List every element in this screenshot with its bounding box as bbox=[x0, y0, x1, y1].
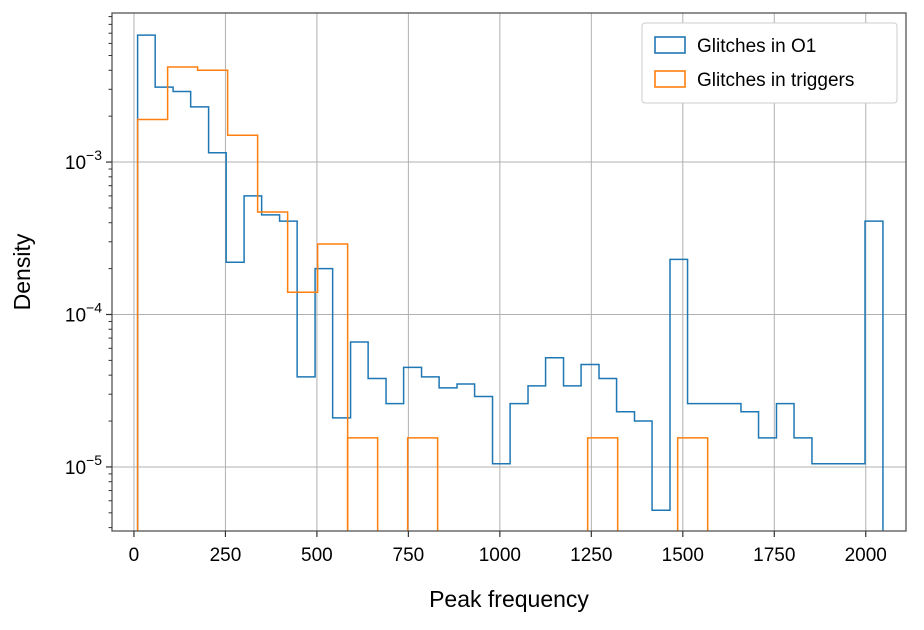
x-tick-label: 1500 bbox=[662, 545, 704, 566]
y-axis: 10−5 10−4 10−3 bbox=[65, 16, 112, 529]
x-tick-label: 1250 bbox=[570, 545, 612, 566]
y-tick-label: 10−5 bbox=[65, 452, 102, 479]
x-tick-label: 250 bbox=[210, 545, 242, 566]
x-tick-label: 0 bbox=[129, 545, 140, 566]
series-glitches-in-triggers-segment bbox=[346, 437, 379, 531]
x-tick-label: 2000 bbox=[845, 545, 887, 566]
series-glitches-in-triggers-segment bbox=[676, 437, 709, 531]
x-tick-label: 1750 bbox=[753, 545, 795, 566]
series-glitches-in-o1 bbox=[136, 34, 884, 531]
x-tick-label: 500 bbox=[301, 545, 333, 566]
legend-label-glitches-in-triggers: Glitches in triggers bbox=[697, 70, 854, 91]
x-axis-label: Peak frequency bbox=[429, 586, 589, 612]
x-tick-label: 750 bbox=[393, 545, 425, 566]
series-glitches-in-triggers-segment bbox=[136, 66, 349, 531]
series-glitches-in-triggers-segment bbox=[406, 437, 439, 531]
legend-swatch-glitches-in-triggers bbox=[654, 70, 686, 88]
plot-frame bbox=[111, 12, 907, 532]
y-axis-label: Density bbox=[9, 233, 35, 310]
y-tick-label: 10−4 bbox=[65, 299, 102, 326]
series-glitches-in-triggers-segment bbox=[586, 437, 619, 531]
plot-area bbox=[136, 34, 884, 531]
x-tick-label: 1000 bbox=[479, 545, 521, 566]
x-axis: 0 250 500 750 1000 1250 1500 1750 2000 bbox=[129, 531, 887, 566]
legend-swatch-glitches-in-o1 bbox=[654, 36, 686, 54]
legend-label-glitches-in-o1: Glitches in O1 bbox=[697, 36, 816, 57]
legend-box bbox=[641, 22, 898, 104]
y-tick-label: 10−3 bbox=[65, 147, 102, 174]
legend: Glitches in O1 Glitches in triggers bbox=[641, 22, 898, 104]
